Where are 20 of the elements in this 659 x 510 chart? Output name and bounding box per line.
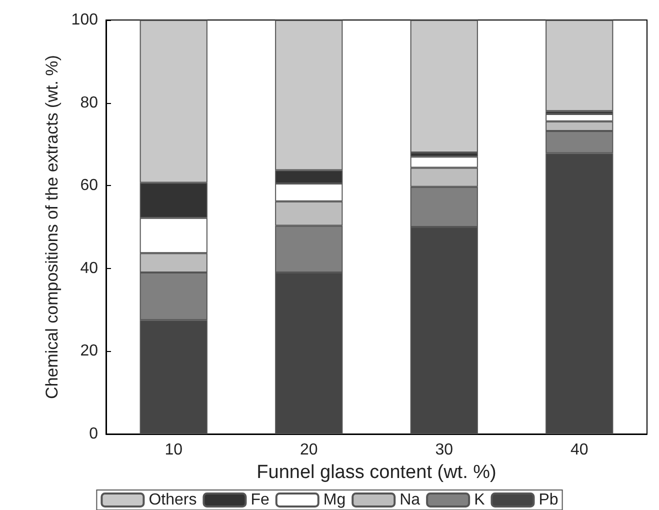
bar	[410, 20, 478, 152]
x-tick-label: 40	[570, 442, 588, 458]
legend-label: Others	[148, 492, 197, 508]
legend-label: Pb	[538, 492, 558, 508]
x-tick-label: 20	[300, 442, 318, 458]
y-tick-label: 60	[80, 177, 98, 194]
y-tick-label: 100	[71, 12, 98, 28]
x-tick-label: 30	[435, 442, 454, 458]
bar	[546, 20, 614, 112]
x-tick-label: 10	[164, 442, 183, 458]
y-tick-label: 20	[80, 342, 98, 360]
x-axis-title: Funnel glass content (wt. %)	[256, 462, 496, 483]
legend-label: Na	[400, 492, 420, 508]
legend-label: Fe	[250, 492, 270, 508]
y-axis-title: Chemical compositions of the extracts (wt. %)	[42, 55, 62, 399]
y-tick-label: 0	[89, 426, 98, 442]
y-tick-label: 40	[80, 260, 98, 277]
legend-label: K	[474, 492, 486, 508]
legend-label: Mg	[323, 492, 346, 508]
y-tick-label: 80	[80, 94, 98, 112]
